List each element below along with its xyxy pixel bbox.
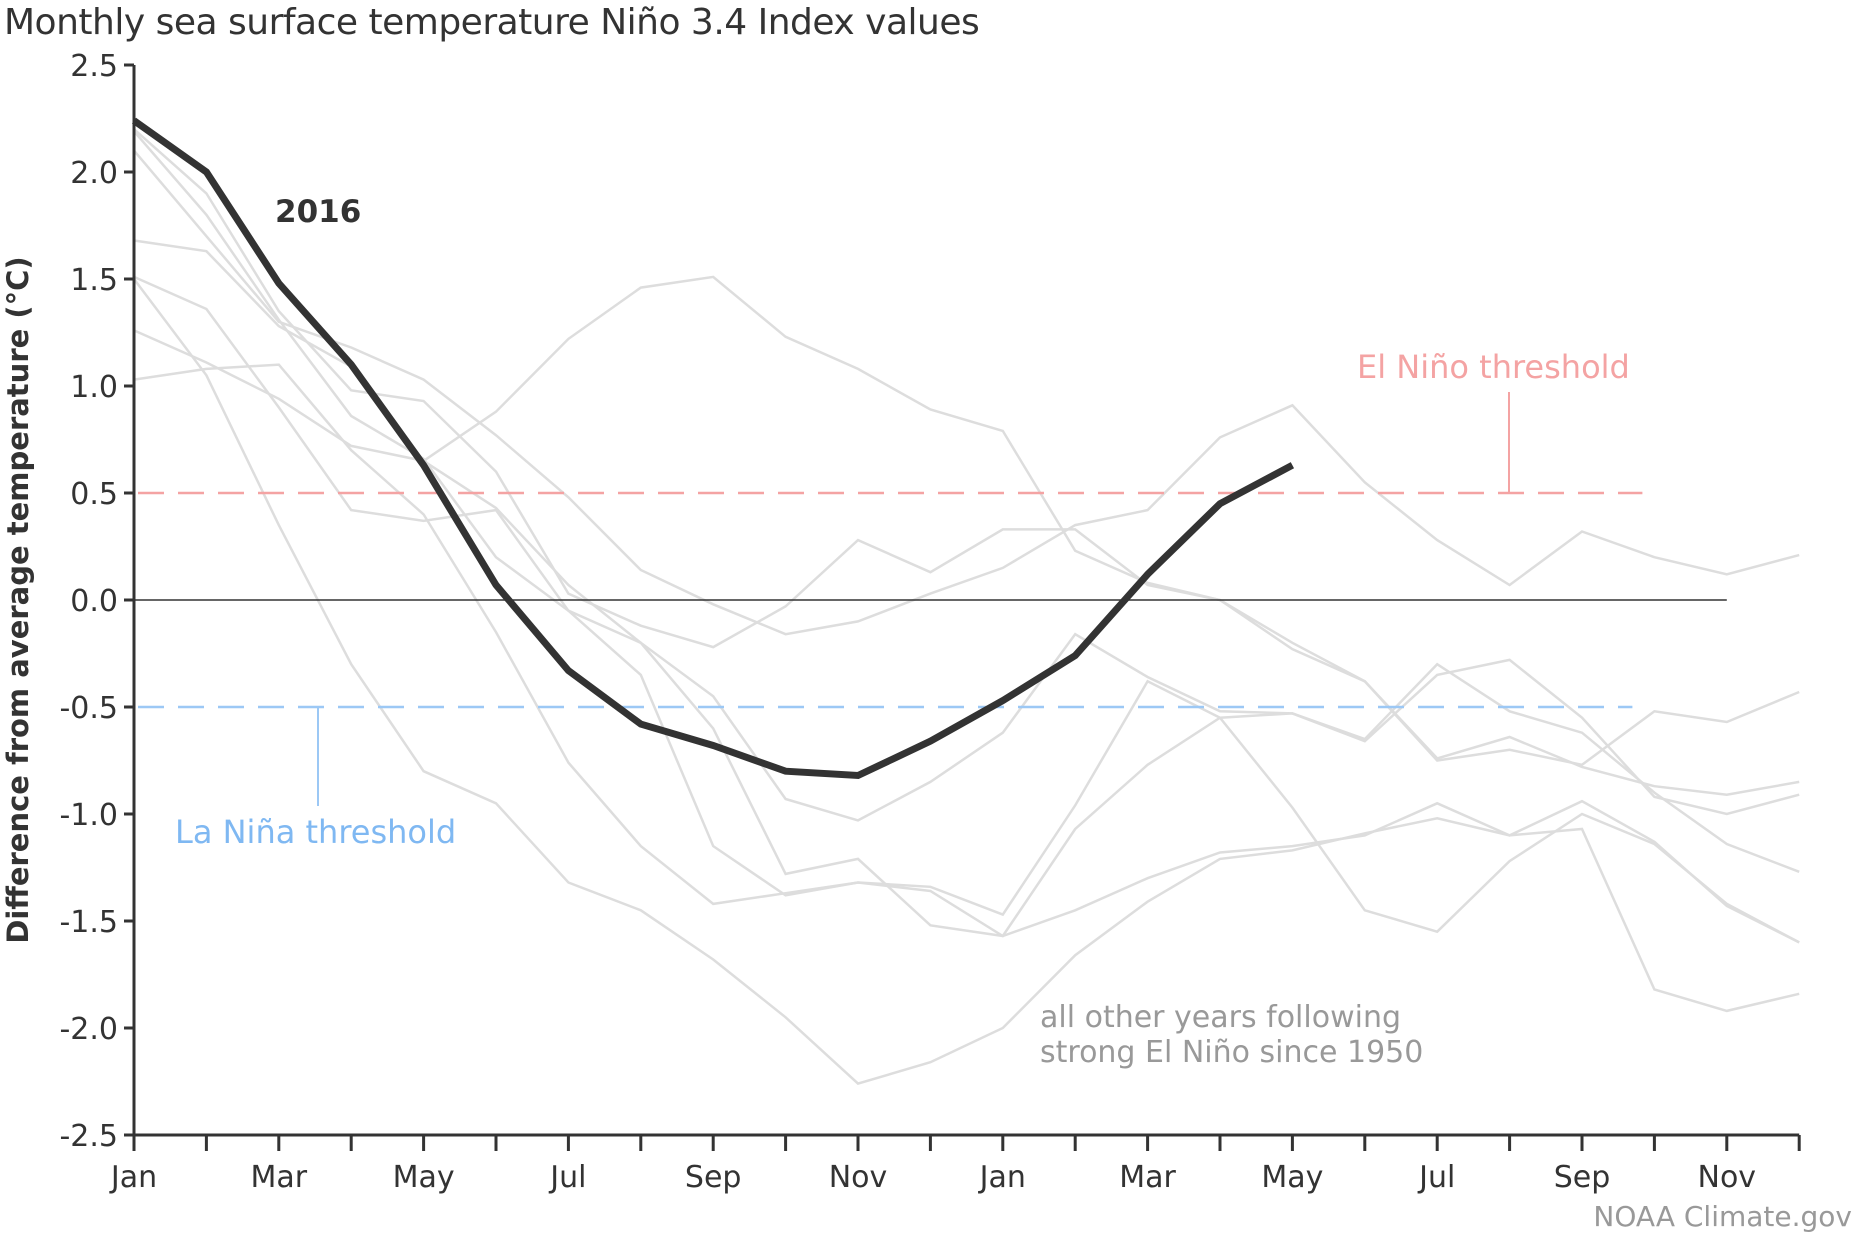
other-year-line-8 xyxy=(133,278,1800,1085)
y-tick-label: -1.5 xyxy=(59,905,118,940)
y-axis-label: Difference from average temperature (°C) xyxy=(1,256,35,943)
x-tick-label: Jan xyxy=(978,1160,1026,1195)
y-tick-label: 1.5 xyxy=(70,263,118,298)
credit-text: NOAA Climate.gov xyxy=(1593,1200,1852,1233)
y-tick-label: 2.5 xyxy=(70,49,118,84)
y-tick-label: 2.0 xyxy=(70,156,118,191)
y-axis: 2.5 2.0 1.5 1.0 0.5 0.0 -0.5 -1.0 -1.5 -2.0 -2.5 xyxy=(59,49,136,1154)
other-year-line-1 xyxy=(133,275,1800,796)
other-years-label-line2: strong El Niño since 1950 xyxy=(1040,1035,1423,1070)
x-tick-label: Jan xyxy=(109,1160,157,1195)
y-tick-label: 0.5 xyxy=(70,477,118,512)
y-tick-label: -2.5 xyxy=(59,1119,118,1154)
x-tick-label: Sep xyxy=(685,1160,742,1195)
y-tick-label: 1.0 xyxy=(70,370,118,405)
chart-title: Monthly sea surface temperature Niño 3.4… xyxy=(4,2,980,43)
x-tick-label: Nov xyxy=(829,1160,888,1195)
other-years-label-line1: all other years following xyxy=(1040,1000,1401,1035)
other-years-series xyxy=(133,128,1800,1085)
y-tick-label: -1.0 xyxy=(59,798,118,833)
x-tick-label: Jul xyxy=(1417,1160,1455,1195)
x-tick-label: Nov xyxy=(1698,1160,1757,1195)
x-tick-label: May xyxy=(393,1160,455,1195)
x-tick-label: Jul xyxy=(548,1160,586,1195)
y-tick-label: 0.0 xyxy=(70,584,118,619)
other-year-line-6 xyxy=(133,275,1800,944)
la-nina-threshold-label: La Niña threshold xyxy=(175,813,456,851)
series-2016-label: 2016 xyxy=(275,194,361,230)
other-year-line-7 xyxy=(133,363,1800,1013)
x-tick-label: Mar xyxy=(1119,1160,1176,1195)
x-axis: Jan Mar May Jul Sep Nov Jan Mar May Jul Sep Nov xyxy=(109,1133,1801,1195)
el-nino-threshold-label: El Niño threshold xyxy=(1357,348,1630,386)
series-2016-line xyxy=(131,117,1295,780)
other-year-line-4 xyxy=(133,149,1800,636)
x-tick-label: Mar xyxy=(250,1160,307,1195)
y-tick-label: -0.5 xyxy=(59,691,118,726)
other-year-line-3 xyxy=(133,128,1800,767)
x-tick-label: May xyxy=(1261,1160,1323,1195)
y-tick-label: -2.0 xyxy=(59,1012,118,1047)
x-tick-label: Sep xyxy=(1554,1160,1611,1195)
